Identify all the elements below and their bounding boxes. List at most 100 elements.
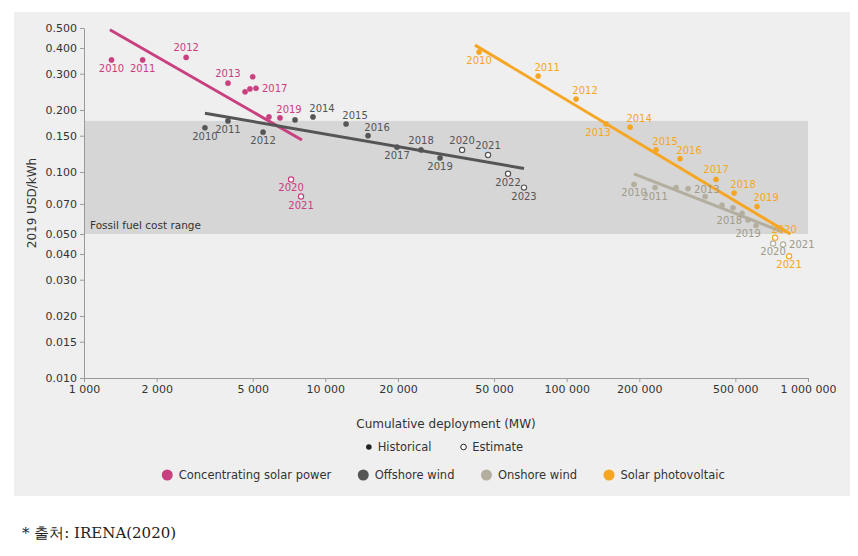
legend-label: Onshore wind [498,468,577,482]
tick-mark [80,342,84,343]
data-point [292,117,297,122]
y-axis-title: 2019 USD/kWh [25,158,39,248]
tick: 0.100 [46,166,85,179]
series-legend: Concentrating solar power Offshore wind On… [162,468,725,482]
data-point [247,86,252,91]
fossil-band [84,121,808,234]
tick: 0.300 [46,68,85,81]
data-point [225,81,230,86]
point-label: 2019 [735,228,760,239]
point-label: 2015 [652,136,677,147]
data-point [459,147,464,152]
data-point [677,156,682,161]
data-point [731,190,736,195]
tick-label: 200 000 [617,383,663,396]
data-point [521,185,526,190]
tick-label: 0.500 [46,22,78,35]
band-label: Fossil fuel cost range [90,219,201,231]
tick-mark [80,204,84,205]
tick: 0.150 [46,130,85,143]
data-point [437,155,442,160]
point-label: 2017 [262,83,287,94]
tick: 0.030 [46,274,85,287]
tick-mark [80,234,84,235]
point-label: 2018 [408,135,433,146]
point-label: 2011 [642,191,667,202]
point-label: 2020 [771,224,796,235]
tick: 0.500 [46,22,85,35]
data-point [242,89,247,94]
legend-marker [603,470,614,481]
data-point [754,204,759,209]
point-label: 2021 [789,239,814,250]
data-point [476,49,481,54]
tick: 0.070 [46,198,85,211]
point-label: 2016 [364,122,389,133]
point-label: 2021 [776,259,801,270]
tick: 0.010 [46,372,85,385]
tick-label: 0.020 [46,310,78,323]
point-label: 2017 [703,164,728,175]
tick-label: 0.150 [46,130,78,143]
chart: 1 0002 0005 00010 00020 00050 000100 000… [0,0,858,556]
data-point [773,235,778,240]
tick-label: 0.100 [46,166,78,179]
point-label: 2012 [572,85,597,96]
data-point [685,186,690,191]
tick-label: 1 000 000 [781,383,837,396]
legend-marker [358,470,369,481]
data-point [653,147,658,152]
legend-label: Concentrating solar power [179,468,332,482]
tick-mark [80,48,84,49]
tick-mark [80,316,84,317]
tick: 0.050 [46,228,85,241]
data-point [745,217,750,222]
data-point [485,152,490,157]
point-label: 2011 [534,62,559,73]
data-point [202,125,207,130]
point-label: 2018 [730,179,755,190]
data-point [731,205,736,210]
tick: 0.200 [46,104,85,117]
tick-label: 0.015 [46,336,78,349]
point-label: 2020 [760,246,785,257]
tick-mark [735,378,736,382]
source-note: * 출처: IRENA(2020) [22,524,176,542]
tick-label: 0.030 [46,274,78,287]
trend-line [205,113,524,168]
point-label: 2014 [309,103,334,114]
data-point [673,185,678,190]
tick-mark [80,136,84,137]
legend-marker [481,470,492,481]
tick: 0.040 [46,248,85,261]
tick: 0.015 [46,336,85,349]
legend-label: Offshore wind [375,468,455,482]
data-point [310,114,315,119]
trend-line [634,174,783,232]
tick-mark [567,378,568,382]
point-label: 2017 [384,150,409,161]
tick: 20 000 [379,378,418,396]
tick-label: 2 000 [141,383,173,396]
data-point [140,57,145,62]
point-label: 2020 [449,135,474,146]
tick-mark [398,378,399,382]
tick-label: 10 000 [307,383,346,396]
data-point [288,177,293,182]
axis-line [84,29,85,379]
x-axis: 1 0002 0005 00010 00020 00050 000100 000… [69,378,837,396]
trend-line [475,45,790,234]
legend-item: Estimate [461,440,523,454]
data-point [652,185,657,190]
data-point [225,118,230,123]
tick: 2 000 [141,378,173,396]
tick-mark [80,28,84,29]
data-point [266,114,271,119]
point-label: 2015 [342,110,367,121]
legend-marker [366,444,372,450]
data-point [703,194,708,199]
tick-mark [325,378,326,382]
tick-mark [80,110,84,111]
data-point [536,74,541,79]
point-label: 2019 [276,104,301,115]
